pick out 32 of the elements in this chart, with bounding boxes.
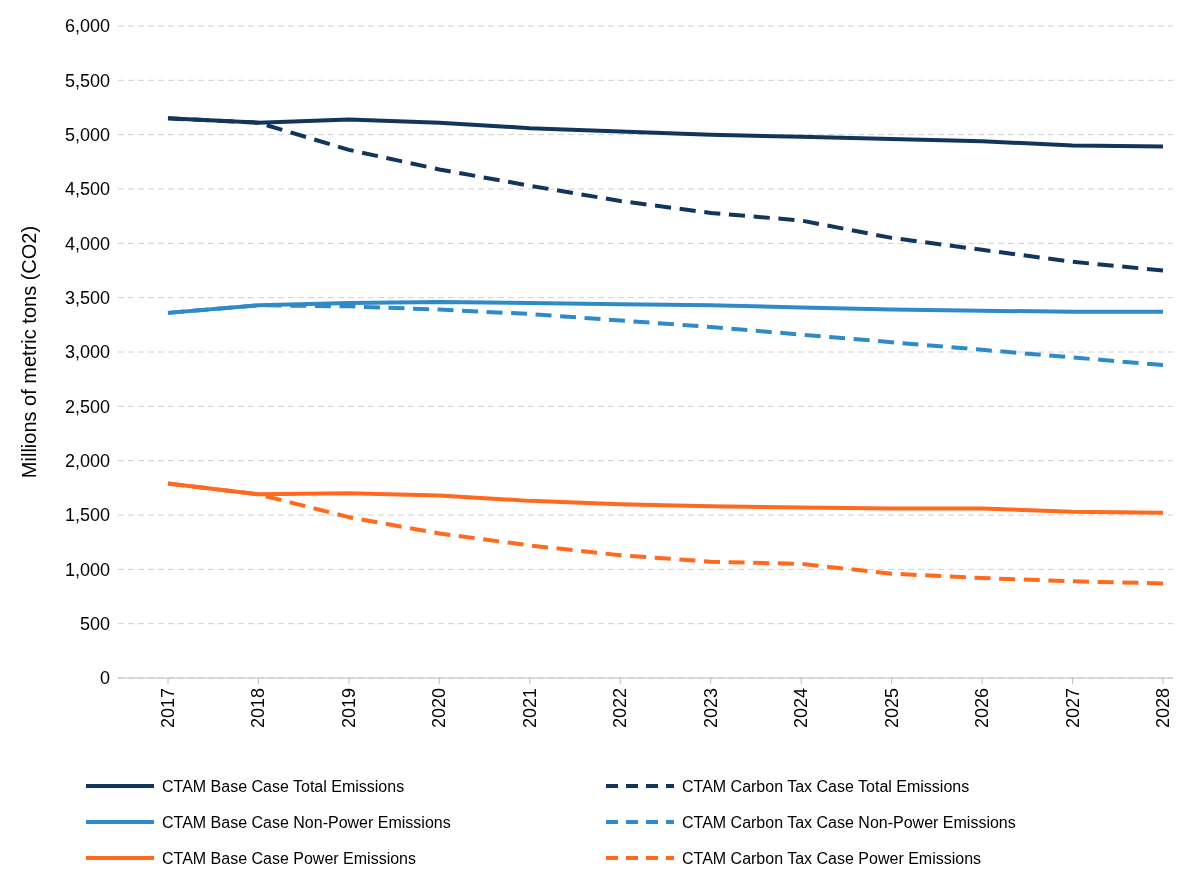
x-tick-label: 2022 bbox=[610, 688, 631, 729]
x-tick-label: 2021 bbox=[519, 688, 540, 729]
x-tick-label: 2023 bbox=[700, 688, 721, 729]
legend-label: CTAM Carbon Tax Case Power Emissions bbox=[682, 849, 982, 867]
y-tick-label: 2,500 bbox=[64, 396, 110, 417]
y-tick-label: 4,500 bbox=[64, 179, 110, 200]
y-tick-label: 500 bbox=[79, 613, 110, 634]
y-tick-label: 0 bbox=[99, 668, 110, 689]
legend-label: CTAM Base Case Power Emissions bbox=[162, 849, 416, 867]
x-tick-label: 2028 bbox=[1153, 688, 1173, 729]
x-tick-label: 2025 bbox=[881, 688, 902, 729]
y-tick-label: 4,000 bbox=[64, 233, 110, 254]
y-tick-label: 2,000 bbox=[64, 450, 110, 471]
y-axis-title: Millions of metric tons (CO2) bbox=[18, 225, 40, 479]
x-tick-label: 2020 bbox=[429, 688, 450, 729]
y-tick-label: 3,500 bbox=[64, 287, 110, 308]
x-tick-label: 2027 bbox=[1062, 688, 1083, 729]
y-tick-label: 1,000 bbox=[64, 559, 110, 580]
x-tick-label: 2018 bbox=[248, 688, 269, 729]
y-tick-label: 1,500 bbox=[64, 505, 110, 526]
y-tick-label: 5,500 bbox=[64, 70, 110, 91]
y-tick-label: 6,000 bbox=[64, 16, 110, 37]
x-tick-label: 2024 bbox=[791, 688, 812, 729]
legend-label: CTAM Carbon Tax Case Non-Power Emissions bbox=[682, 813, 1016, 831]
y-tick-label: 5,000 bbox=[64, 124, 110, 145]
legend-label: CTAM Carbon Tax Case Total Emissions bbox=[682, 777, 970, 795]
x-tick-label: 2019 bbox=[338, 688, 359, 729]
legend-label: CTAM Base Case Total Emissions bbox=[162, 777, 405, 795]
x-tick-label: 2017 bbox=[158, 688, 178, 729]
x-tick-label: 2026 bbox=[972, 688, 993, 729]
y-tick-label: 3,000 bbox=[64, 342, 110, 363]
legend-label: CTAM Base Case Non-Power Emissions bbox=[162, 813, 451, 831]
